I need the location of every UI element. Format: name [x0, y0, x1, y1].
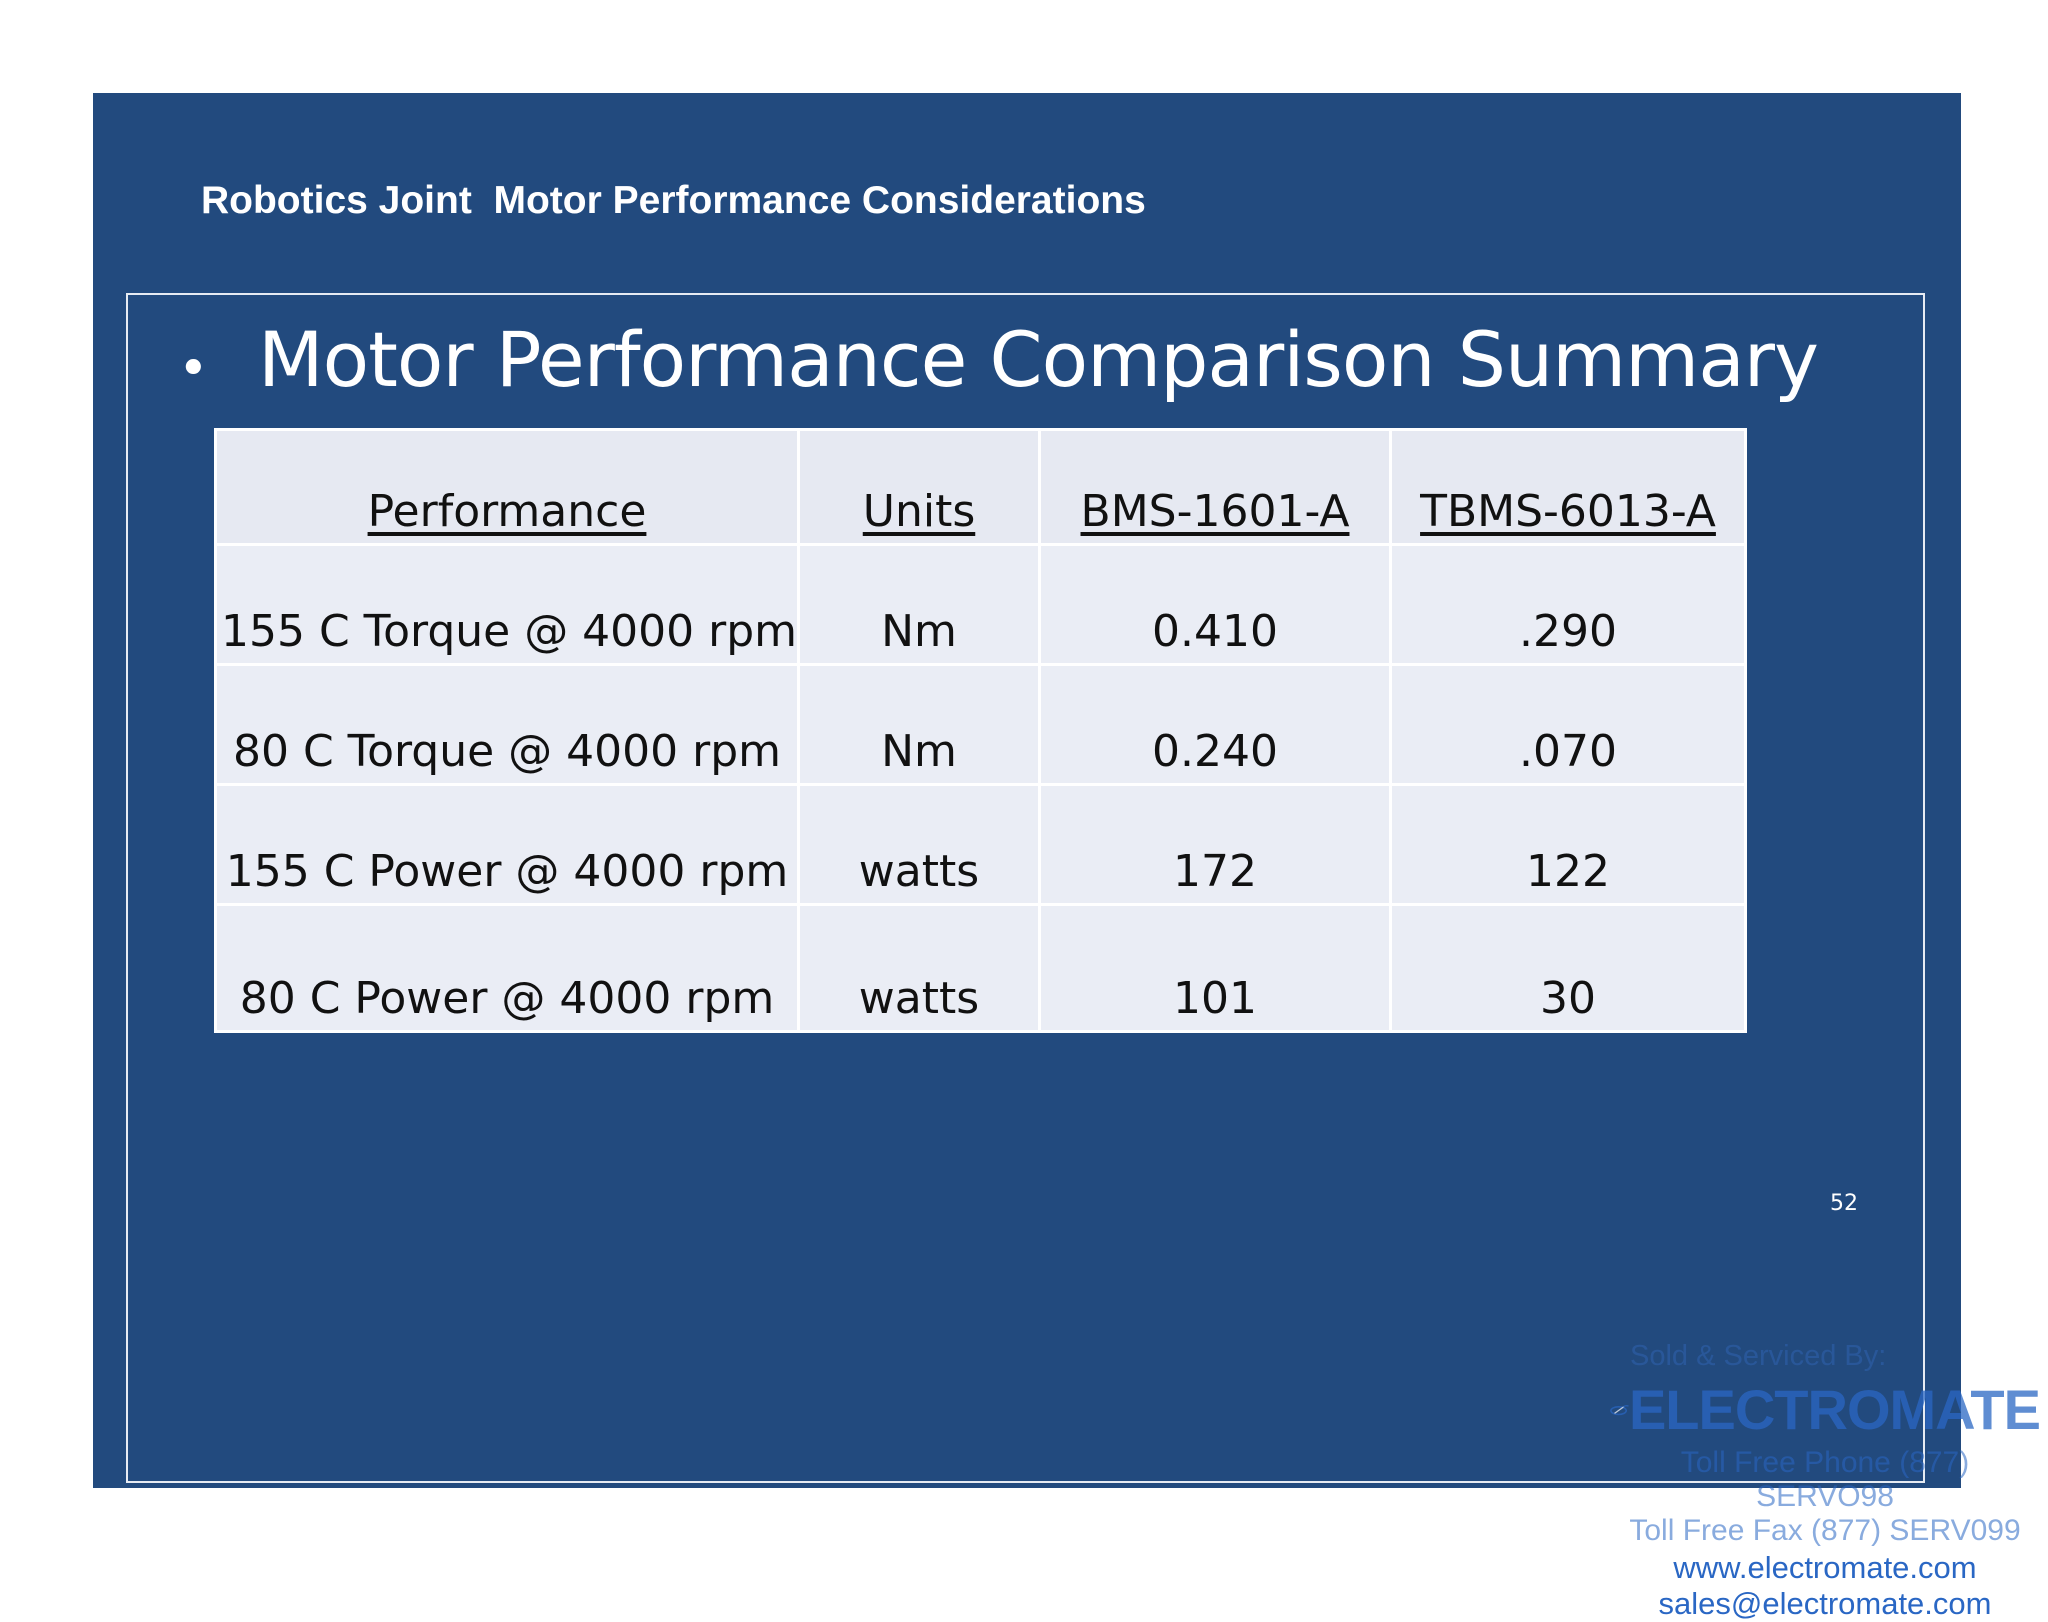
header-tbms-6013-a: TBMS-6013-A [1389, 428, 1747, 546]
cell-bms-value: 0.240 [1038, 663, 1392, 786]
page-number: 52 [1830, 1191, 1858, 1216]
bullet-item: • Motor Performance Comparison Summary [178, 315, 1819, 404]
content-frame: • Motor Performance Comparison Summary [126, 293, 1925, 1483]
electromate-swoosh-icon [1610, 1404, 1629, 1415]
table-header-row: Performance Units BMS-1601-A TBMS-6013-A [214, 428, 1747, 546]
table-row: 80 C Torque @ 4000 rpm Nm 0.240 .070 [214, 663, 1747, 786]
electromate-watermark: Sold & Serviced By: ELECTROMATE Toll Fre… [1610, 1340, 2041, 1622]
watermark-phone: Toll Free Phone (877) SERVO98 [1680, 1446, 1970, 1513]
cell-units: watts [797, 783, 1041, 906]
header-bms-1601-a: BMS-1601-A [1038, 428, 1392, 546]
cell-performance: 80 C Torque @ 4000 rpm [214, 663, 800, 786]
cell-tbms-value: 30 [1389, 903, 1747, 1033]
header-units: Units [797, 428, 1041, 546]
table-row: 155 C Power @ 4000 rpm watts 172 122 [214, 783, 1747, 906]
watermark-logo: ELECTROMATE [1610, 1377, 2041, 1442]
cell-bms-value: 172 [1038, 783, 1392, 906]
cell-performance: 155 C Torque @ 4000 rpm [214, 543, 800, 666]
cell-tbms-value: .070 [1389, 663, 1747, 786]
cell-units: watts [797, 903, 1041, 1033]
cell-units: Nm [797, 543, 1041, 666]
watermark-website[interactable]: www.electromate.com [1673, 1550, 1977, 1585]
cell-performance: 155 C Power @ 4000 rpm [214, 783, 800, 906]
cell-units: Nm [797, 663, 1041, 786]
watermark-email[interactable]: sales@electromate.com [1658, 1586, 1992, 1621]
slide-header-title: Robotics Joint Motor Performance Conside… [201, 179, 1146, 222]
cell-tbms-value: .290 [1389, 543, 1747, 666]
table-row: 80 C Power @ 4000 rpm watts 101 30 [214, 903, 1747, 1033]
watermark-sold-by: Sold & Serviced By: [1630, 1340, 1887, 1372]
cell-tbms-value: 122 [1389, 783, 1747, 906]
bullet-dot-icon: • [178, 339, 209, 399]
header-performance: Performance [214, 428, 800, 546]
bullet-text: Motor Performance Comparison Summary [258, 315, 1819, 404]
cell-bms-value: 101 [1038, 903, 1392, 1033]
cell-performance: 80 C Power @ 4000 rpm [214, 903, 800, 1033]
table-row: 155 C Torque @ 4000 rpm Nm 0.410 .290 [214, 543, 1747, 666]
watermark-brand: ELECTROMATE [1628, 1378, 2041, 1441]
watermark-fax: Toll Free Fax (877) SERV099 [1629, 1514, 2021, 1547]
performance-table: Performance Units BMS-1601-A TBMS-6013-A… [214, 428, 1747, 1033]
cell-bms-value: 0.410 [1038, 543, 1392, 666]
